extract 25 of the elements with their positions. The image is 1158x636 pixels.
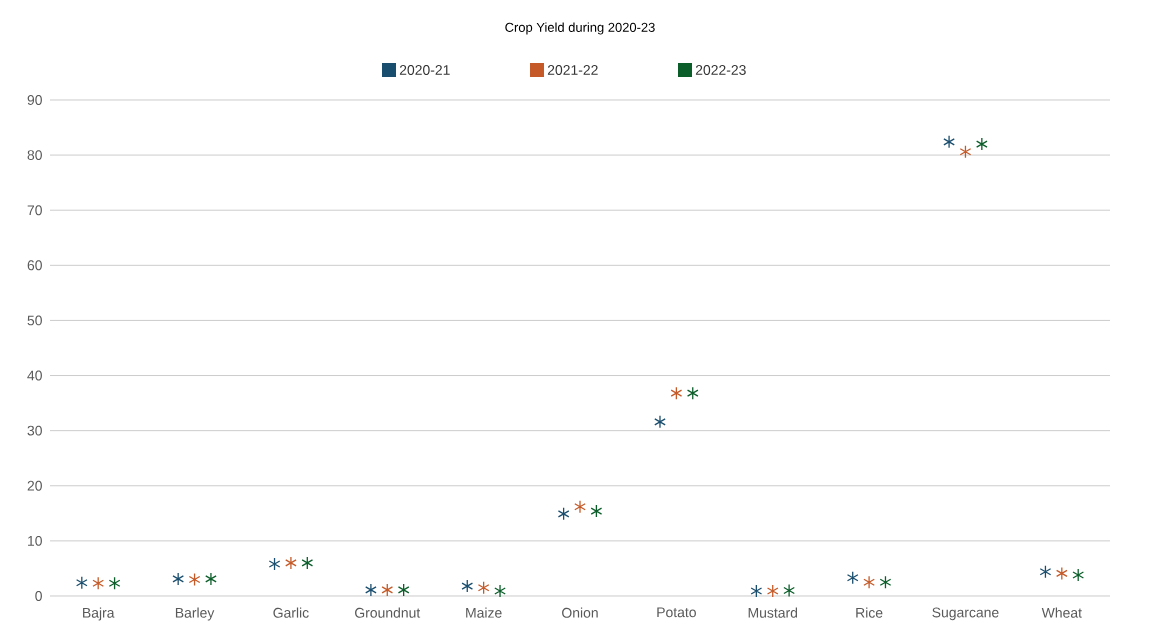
y-tick-label: 50 <box>27 315 42 326</box>
x-tick-label: Mustard <box>748 607 798 618</box>
y-tick-label: 70 <box>27 205 42 216</box>
x-tick-label: Barley <box>175 607 215 621</box>
x-tick-label: Onion <box>562 607 598 618</box>
x-tick-label: Wheat <box>1041 607 1082 618</box>
legend-label: 2020-21 <box>399 65 450 75</box>
y-tick-label: 90 <box>27 95 42 105</box>
x-tick-label: Maize <box>466 607 502 618</box>
chart-title: Crop Yield during 2020-23 <box>505 22 655 35</box>
x-tick-label: Rice <box>856 607 883 618</box>
y-tick-label: 20 <box>27 480 42 491</box>
x-tick-label: Groundnut <box>355 607 421 618</box>
y-tick-label: 40 <box>27 370 42 381</box>
y-tick-label: 0 <box>35 591 42 601</box>
y-tick-label: 30 <box>27 425 42 436</box>
x-tick-label: Garlic <box>273 607 309 618</box>
legend-label: 2021-22 <box>547 65 598 75</box>
x-tick-label: Sugarcane <box>932 607 999 621</box>
legend-label: 2022-23 <box>695 65 746 75</box>
x-tick-label: Bajra <box>83 607 115 621</box>
y-tick-label: 10 <box>28 535 42 546</box>
y-tick-label: 80 <box>27 150 42 161</box>
y-tick-label: 60 <box>27 260 42 271</box>
x-tick-label: Potato <box>657 607 696 618</box>
